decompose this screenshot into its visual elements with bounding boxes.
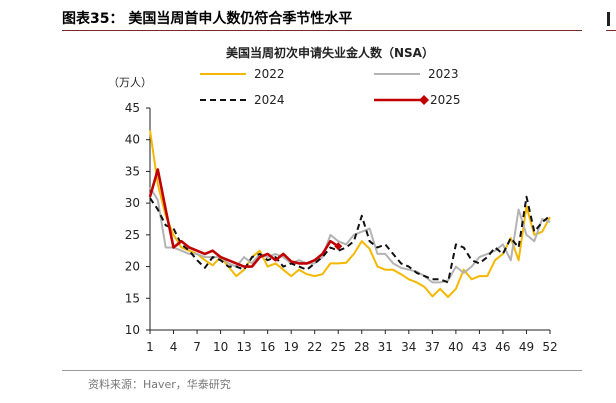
y-tick-label: 40 — [125, 133, 140, 147]
series-line-2023 — [149, 186, 551, 284]
x-tick-label: 31 — [378, 340, 393, 354]
series-line-2025 — [148, 168, 339, 268]
legend-label-2022: 2022 — [254, 67, 285, 81]
x-tick-label: 19 — [284, 340, 299, 354]
series-group — [148, 130, 551, 298]
x-tick-label: 7 — [193, 340, 201, 354]
x-tick-label: 43 — [472, 340, 487, 354]
x-tick-label: 34 — [401, 340, 416, 354]
legend-label-2023: 2023 — [428, 67, 459, 81]
x-tick-label: 1 — [146, 340, 154, 354]
y-tick-label: 25 — [125, 228, 140, 242]
legend-label-2025: 2025 — [430, 93, 461, 107]
axes: 10 15 20 25 30 35 40 45 1 4 7 10 13 16 19 22 25 28 31 34 37 4… — [125, 101, 558, 354]
legend: 2022 2023 2024 2025 — [200, 67, 461, 107]
x-tick-label: 4 — [170, 340, 178, 354]
next-figure-rule — [606, 30, 616, 31]
y-tick-label: 30 — [125, 196, 140, 210]
x-tick-label: 10 — [213, 340, 228, 354]
next-figure-edge — [607, 12, 610, 26]
title-rule — [62, 30, 582, 31]
x-tick-label: 37 — [425, 340, 440, 354]
legend-marker-2025 — [419, 95, 429, 105]
source-note: 资料来源：Haver，华泰研究 — [88, 378, 231, 391]
figure-title: 图表35： 美国当周首申人数仍符合季节性水平 — [62, 8, 352, 28]
x-tick-label: 13 — [236, 340, 251, 354]
x-tick-label: 28 — [354, 340, 369, 354]
y-tick-label: 35 — [125, 164, 140, 178]
y-tick-label: 45 — [125, 101, 140, 115]
series-end-marker-2025 — [334, 242, 343, 251]
x-tick-label: 22 — [307, 340, 322, 354]
legend-label-2024: 2024 — [254, 93, 285, 107]
series-line-2022 — [149, 130, 551, 298]
x-tick-label: 46 — [495, 340, 510, 354]
y-tick-label: 10 — [125, 323, 140, 337]
x-tick-label: 25 — [331, 340, 346, 354]
y-tick-label: 20 — [125, 260, 140, 274]
y-tick-label: 15 — [125, 291, 140, 305]
figure-title-text: 美国当周首申人数仍符合季节性水平 — [128, 11, 353, 27]
x-tick-label: 16 — [260, 340, 275, 354]
chart-title: 美国当周初次申请失业金人数（NSA） — [226, 45, 434, 60]
series-line-2024 — [149, 195, 551, 284]
y-axis-unit-label: （万人） — [108, 76, 152, 89]
x-tick-label: 52 — [542, 340, 557, 354]
x-tick-label: 49 — [519, 340, 534, 354]
x-tick-label: 40 — [448, 340, 463, 354]
source-rule — [62, 370, 582, 371]
figure-label: 图表35： — [62, 11, 124, 27]
